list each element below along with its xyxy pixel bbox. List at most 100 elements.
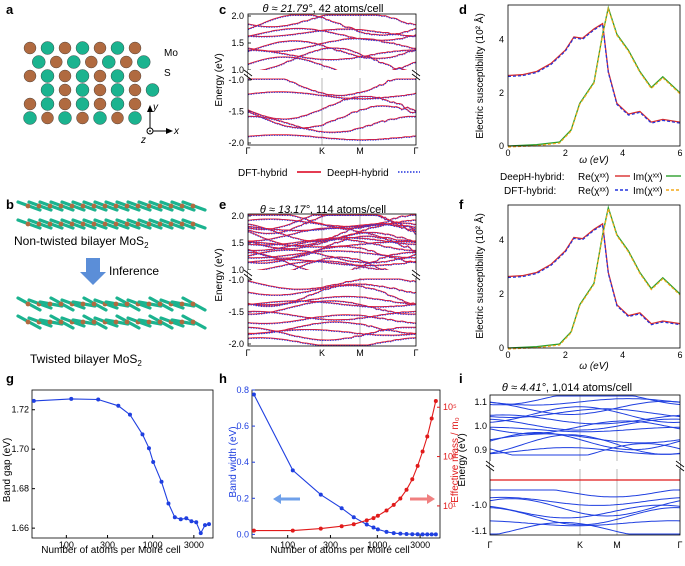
legend-dft-re: Re(χˣˣ) (578, 186, 609, 197)
k-k-e: K (319, 348, 325, 358)
band-deeph (247, 259, 417, 267)
band (489, 504, 681, 519)
mo-atom (157, 203, 163, 209)
y-tick-label: 1.0 (231, 65, 244, 75)
mo-atom (23, 97, 37, 111)
y-tick-label: 1.1 (474, 397, 487, 407)
mo-atom (85, 55, 98, 69)
y-tick-label-right: 10³ (443, 452, 456, 462)
band-dft (247, 27, 417, 41)
mo-atom (157, 319, 163, 325)
band (489, 395, 681, 406)
bandwidth-point (375, 527, 380, 532)
band-dft (247, 28, 417, 38)
chart-g-band-gap: 1.66 1.68 1.70 1.72 100 300 1000 3000 Band gap … (2, 389, 214, 556)
x-tick-label: 300 (100, 540, 115, 550)
mo-atom (128, 97, 142, 111)
band-gap-point (194, 520, 199, 525)
panel-i-ylabel: Energy (eV) (457, 433, 468, 486)
band-gap-point (207, 522, 212, 527)
effective-mass-point (425, 434, 430, 439)
x-tick-label: 100 (59, 540, 74, 550)
band-gap-point (198, 531, 203, 536)
band-deeph (247, 91, 417, 100)
mo-atom (91, 319, 97, 325)
y-tick-label: 0.6 (236, 421, 249, 431)
band-deeph (248, 48, 417, 73)
panel-label-c: c (219, 2, 226, 17)
band-dft (247, 258, 417, 267)
chart-h-bandwidth-mass: 0.0 0.2 0.4 0.6 0.8 10¹ 10³ 10⁵ 100 300 1000 3000 B… (228, 385, 461, 556)
s-atom (40, 69, 55, 83)
mo-atom (23, 69, 37, 83)
mos2-lattice (23, 41, 160, 125)
mo-atom (58, 301, 64, 307)
x-tick-label: 0 (505, 350, 510, 360)
band-dft (247, 300, 417, 308)
y-tick-label: 0.8 (236, 385, 249, 395)
s-label: S (164, 68, 171, 79)
mo-atom (47, 221, 53, 227)
arrow-right-red (410, 494, 435, 504)
band (489, 498, 681, 517)
legend-deeph-im: Im(χˣˣ) (633, 172, 663, 183)
chart-g-ylabel: Band gap (eV) (2, 438, 13, 503)
band-dft (247, 241, 417, 248)
mo-atom (23, 41, 37, 55)
effective-mass-point (410, 477, 415, 482)
k-gamma-1-e: Γ (246, 348, 251, 358)
k-m-i: M (613, 540, 621, 550)
mo-atom (157, 221, 163, 227)
im-dft-curve (507, 206, 681, 350)
band-deeph (247, 215, 417, 235)
susceptibility-f: Electric susceptibility (10² Å) 0 2 4 6024 … (473, 204, 683, 372)
s-atom (23, 111, 37, 125)
mo-atom (69, 203, 75, 209)
bandwidth-point (290, 468, 295, 473)
mo-atom (93, 97, 107, 111)
x-tick-label: 4 (620, 148, 625, 158)
y-tick-label: 0.2 (236, 493, 249, 503)
band (489, 433, 681, 444)
mo-atom (58, 319, 64, 325)
mo-atom (146, 221, 152, 227)
y-tick-label: -2.0 (228, 339, 244, 349)
effective-mass-point (398, 496, 403, 501)
x-tick-label: 2 (563, 148, 568, 158)
mo-atom (124, 221, 130, 227)
axis-x-label: x (173, 126, 180, 137)
effective-mass-point (351, 522, 356, 527)
mo-atom (36, 203, 42, 209)
band-dft (248, 49, 416, 61)
y-tick-label: 1.0 (231, 265, 244, 275)
band-structure-e: θ ≈ 13.17°, 114 atoms/cell Energy (eV) 2… (214, 204, 421, 358)
mo-label: Mo (164, 48, 178, 59)
band (489, 418, 681, 431)
s-atom (102, 55, 116, 69)
band-dft (247, 283, 417, 296)
y-tick-label: 1.5 (231, 38, 244, 48)
x-tick-label: 6 (677, 350, 682, 360)
panel-label-i: i (459, 371, 463, 386)
legend-deeph-label: DeepH-hybrid (327, 168, 389, 179)
axis-y-label: y (152, 102, 159, 113)
band (489, 496, 681, 506)
bandwidth-point (420, 532, 425, 537)
legend-dft-prefix: DFT-hybrid: (504, 186, 556, 197)
effective-mass-point (429, 416, 434, 421)
band-dft (247, 278, 417, 290)
x-tick-label: 4 (620, 350, 625, 360)
effective-mass-point (364, 518, 369, 523)
panel-f-xlabel: ω (eV) (579, 361, 608, 372)
mo-atom (47, 301, 53, 307)
s-atom (40, 41, 55, 55)
band-dft (247, 37, 416, 52)
band-gap-point (166, 501, 171, 506)
mo-atom (58, 221, 64, 227)
mo-atom (190, 301, 196, 307)
k-k-i: K (577, 540, 583, 550)
k-m-e: M (356, 348, 364, 358)
mo-atom (25, 203, 31, 209)
mo-atom (124, 301, 130, 307)
mo-atom (113, 301, 119, 307)
